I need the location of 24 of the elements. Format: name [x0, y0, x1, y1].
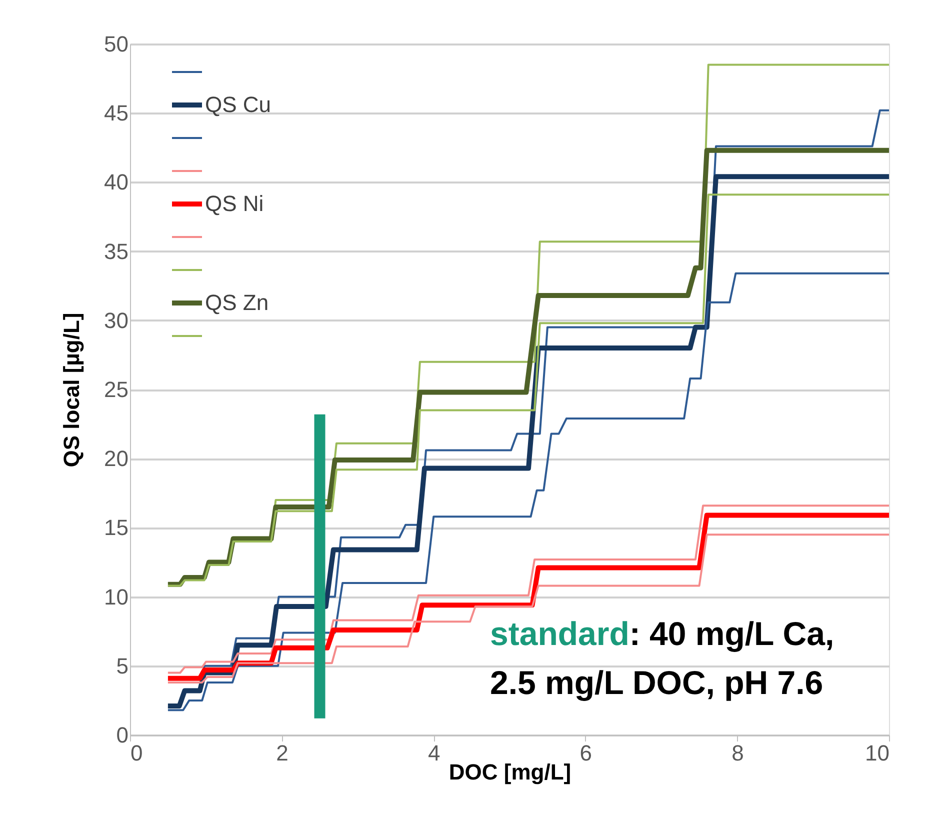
y-tick-label: 15 — [104, 515, 128, 540]
x-axis-title: DOC [mg/L] — [448, 760, 572, 784]
y-tick-label: 30 — [104, 308, 128, 333]
y-tick-label: 45 — [104, 100, 128, 126]
annotation: 2.5 mg/L DOC, pH 7.6 — [490, 664, 824, 701]
x-tick-label: 8 — [732, 740, 744, 766]
annotation: standard — [490, 615, 630, 652]
annotation: : 40 mg/L Ca, — [629, 615, 834, 652]
y-tick-label: 10 — [104, 584, 128, 610]
y-tick-label: 50 — [104, 32, 128, 56]
legend-label: QS Cu — [205, 92, 272, 117]
y-tick-label: 40 — [104, 170, 128, 195]
y-tick-label: 5 — [116, 653, 128, 678]
y-tick-label: 0 — [116, 722, 128, 748]
y-tick-label: 20 — [104, 446, 128, 472]
legend-label: QS Ni — [205, 191, 264, 216]
x-tick-label: 2 — [276, 740, 288, 766]
x-tick-label: 10 — [865, 740, 890, 766]
y-tick-label: 25 — [104, 377, 128, 402]
x-tick-label: 6 — [580, 740, 592, 766]
y-axis-title: QS local [µg/L] — [59, 312, 84, 468]
x-tick-label: 4 — [428, 740, 440, 766]
legend-label: QS Zn — [205, 290, 269, 315]
y-tick-label: 35 — [104, 238, 128, 264]
